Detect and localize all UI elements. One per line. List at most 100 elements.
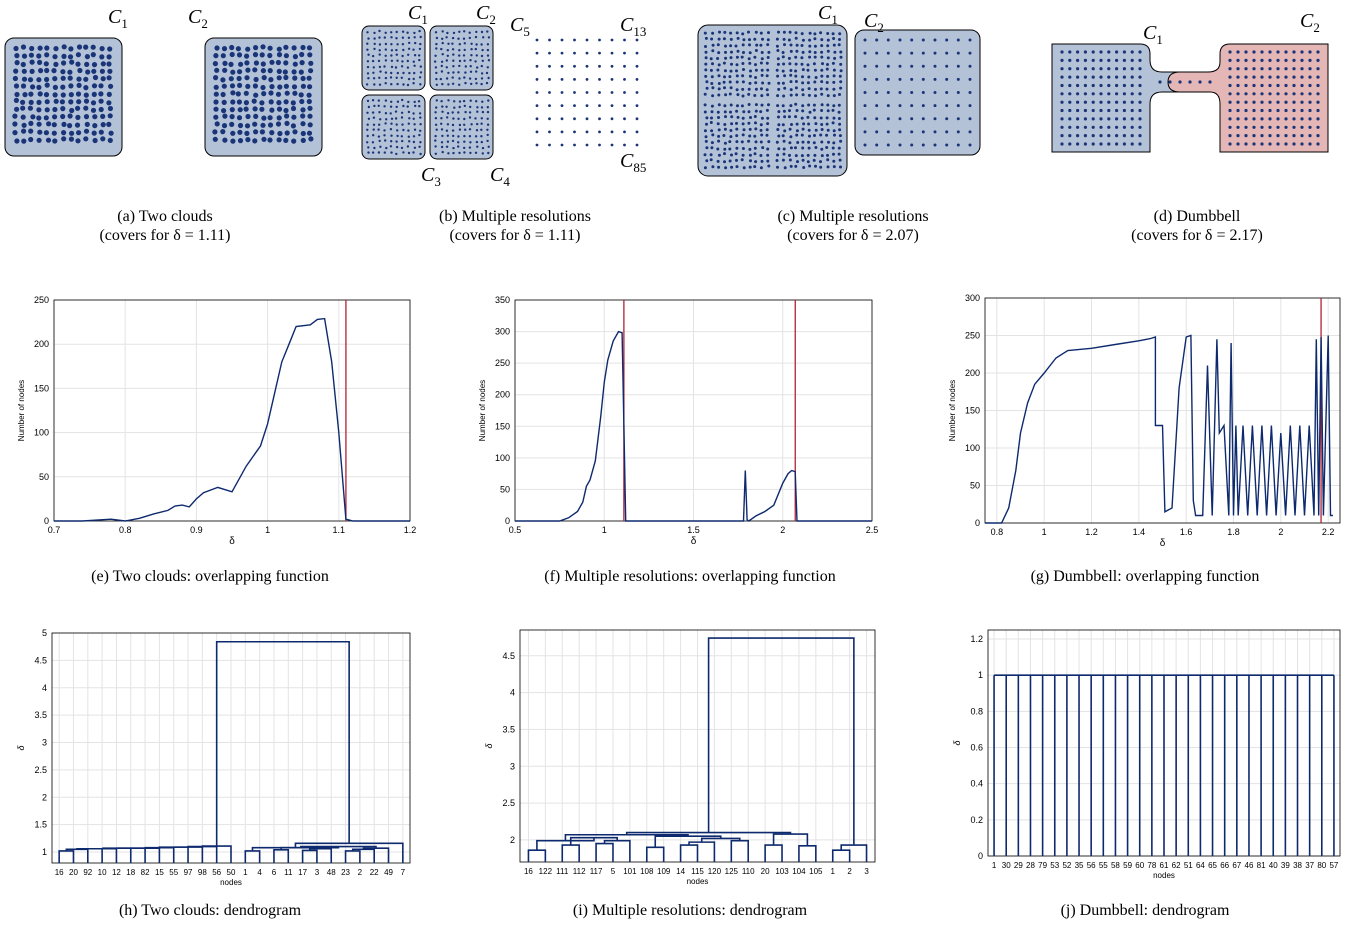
- data-point: [623, 91, 626, 94]
- data-point: [1130, 108, 1134, 113]
- dendrogram-links: [527, 637, 868, 862]
- data-point: [1284, 142, 1288, 146]
- data-point: [83, 98, 90, 104]
- data-point: [458, 123, 462, 127]
- data-point: [406, 31, 409, 34]
- data-point: [794, 146, 797, 150]
- data-point: [781, 51, 785, 54]
- data-point: [898, 91, 902, 94]
- data-point: [445, 105, 448, 109]
- data-point: [21, 53, 28, 59]
- overlap-series-line: [515, 330, 872, 522]
- data-point: [412, 112, 415, 115]
- data-point: [794, 55, 798, 59]
- data-point: [1244, 58, 1248, 63]
- data-point: [1076, 50, 1080, 54]
- data-point: [709, 153, 713, 157]
- data-point: [832, 159, 836, 163]
- data-point: [276, 75, 282, 81]
- data-point: [76, 44, 83, 50]
- data-point: [1122, 117, 1126, 121]
- data-point: [1236, 58, 1240, 63]
- data-point: [390, 100, 393, 104]
- data-point: [1091, 100, 1095, 104]
- data-point: [446, 54, 449, 57]
- data-point: [52, 114, 58, 120]
- overlap-chart-dumbbell: 0.8 1 1.2 1.4 1.6 1.8 2 2.2050100150200250300δN…: [948, 293, 1341, 549]
- data-point: [394, 117, 398, 120]
- data-point: [814, 94, 817, 98]
- data-point: [814, 76, 818, 79]
- data-point: [898, 64, 902, 68]
- leaf-label: 39: [1281, 861, 1290, 870]
- cover-c2-region: [854, 29, 981, 156]
- data-point: [229, 83, 236, 89]
- data-point: [813, 44, 817, 48]
- x-tick-label: 1.5: [687, 525, 700, 535]
- data-point: [710, 82, 714, 85]
- data-point: [480, 128, 483, 131]
- data-point: [237, 138, 244, 144]
- data-point: [464, 110, 467, 114]
- data-point: [29, 59, 35, 65]
- leaf-label: 112: [573, 867, 586, 876]
- data-point: [753, 115, 757, 118]
- data-point: [389, 112, 392, 115]
- y-tick-label: 350: [495, 295, 510, 305]
- data-point: [1115, 92, 1119, 96]
- data-point: [1316, 117, 1320, 121]
- dendrogram-link: [772, 833, 809, 846]
- data-point: [29, 68, 35, 74]
- data-point: [741, 94, 745, 98]
- data-point: [12, 121, 18, 127]
- data-point: [709, 68, 713, 72]
- data-point: [724, 44, 727, 48]
- data-point: [711, 62, 714, 66]
- data-point: [956, 117, 960, 121]
- data-point: [307, 113, 313, 119]
- data-point: [408, 117, 411, 120]
- data-point: [729, 129, 733, 132]
- data-point: [794, 115, 798, 119]
- data-point: [290, 105, 297, 112]
- data-point: [61, 60, 67, 66]
- data-point: [736, 93, 740, 97]
- data-point: [20, 99, 26, 105]
- data-point: [839, 80, 843, 84]
- data-point: [367, 146, 370, 149]
- data-point: [748, 51, 752, 55]
- data-point: [573, 38, 576, 42]
- data-point: [933, 130, 937, 134]
- data-point: [400, 146, 404, 150]
- x-tick-label: 1.4: [1133, 527, 1146, 537]
- data-point: [787, 115, 791, 119]
- data-point: [790, 123, 793, 126]
- data-point: [487, 151, 490, 155]
- data-point: [801, 146, 805, 150]
- leaf-label: 79: [1038, 861, 1047, 870]
- data-point: [761, 146, 765, 150]
- data-point: [717, 63, 721, 67]
- data-point: [371, 59, 375, 63]
- data-point: [220, 53, 226, 59]
- data-point: [1276, 125, 1280, 129]
- data-point: [244, 130, 250, 136]
- data-point: [445, 145, 449, 148]
- data-point: [800, 154, 804, 158]
- y-tick-label: 250: [495, 358, 510, 368]
- data-point: [85, 69, 91, 75]
- data-point: [1292, 75, 1296, 79]
- dendrogram-link: [294, 842, 404, 863]
- data-point: [783, 129, 787, 133]
- data-point: [585, 130, 589, 134]
- data-point: [717, 116, 720, 119]
- data-point: [244, 123, 251, 129]
- data-point: [886, 143, 890, 147]
- data-point: [1276, 50, 1280, 54]
- data-point: [98, 98, 104, 104]
- data-point: [1068, 58, 1072, 63]
- data-point: [723, 69, 727, 73]
- data-point: [777, 134, 781, 138]
- data-point: [414, 104, 417, 108]
- data-point: [413, 54, 417, 57]
